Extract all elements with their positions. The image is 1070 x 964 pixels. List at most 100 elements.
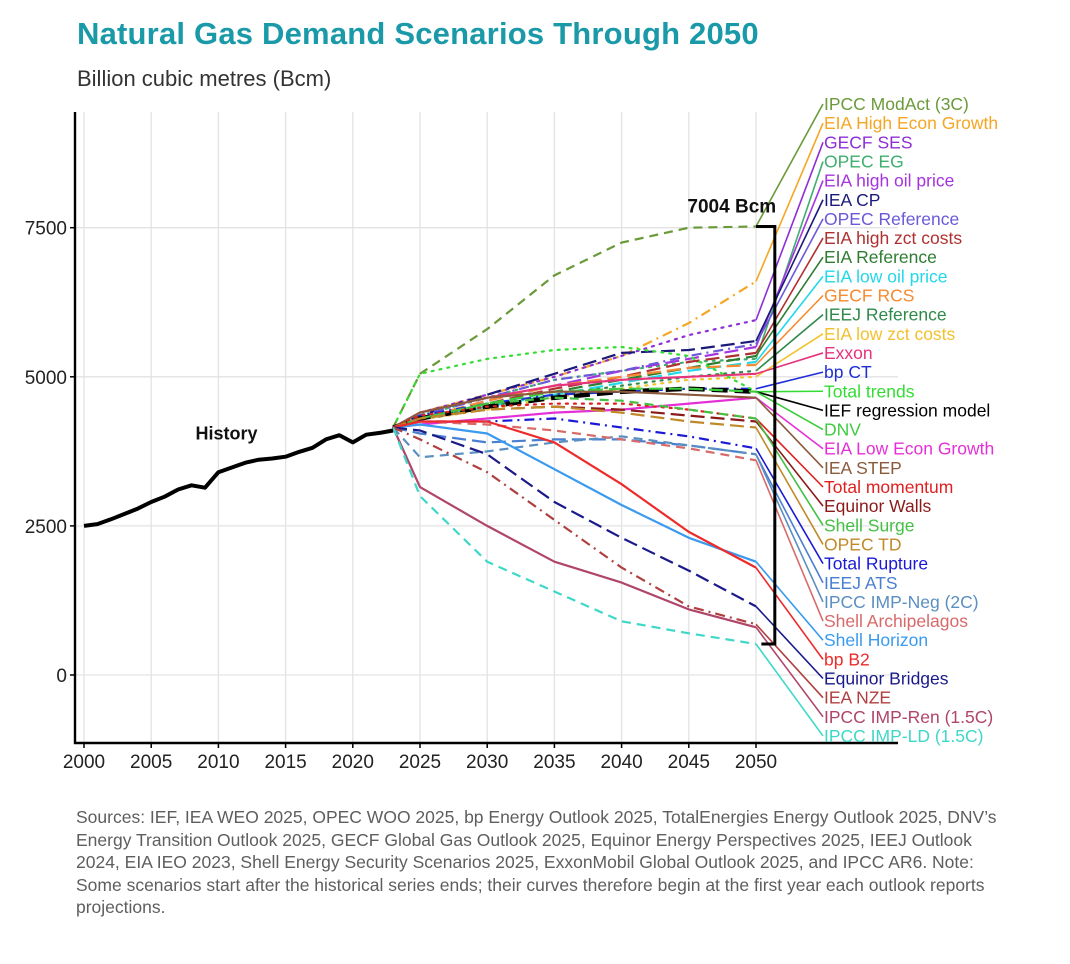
series-label: EIA High Econ Growth	[824, 113, 998, 133]
label-connector	[755, 605, 824, 680]
series-label: IPCC ModAct (3C)	[824, 94, 969, 114]
series-label: Shell Archipelagos	[824, 611, 968, 631]
label-connector	[755, 626, 824, 718]
series-line	[392, 426, 757, 608]
series-label: bp CT	[824, 362, 872, 382]
series-label: GECF RCS	[824, 286, 914, 306]
series-label: EIA Low Econ Growth	[824, 439, 994, 459]
y-tick-label: 5000	[25, 368, 67, 389]
series-label: IEEJ ATS	[824, 573, 898, 593]
y-tick-label: 0	[56, 666, 67, 687]
label-connector	[755, 122, 824, 282]
series-label: bp B2	[824, 649, 870, 669]
series-label: IPCC IMP-Neg (2C)	[824, 592, 979, 612]
label-connector	[755, 417, 824, 488]
label-connector	[755, 567, 824, 660]
y-tick-label: 2500	[25, 517, 67, 538]
series-label: Total momentum	[824, 477, 953, 497]
x-tick-label: 2005	[130, 752, 172, 773]
label-connector	[755, 447, 824, 565]
series-label: EIA low oil price	[824, 266, 948, 286]
label-connector	[755, 199, 824, 342]
series-lines	[83, 225, 758, 646]
series-line	[392, 427, 757, 629]
annotations: History 7004 Bcm	[196, 197, 777, 646]
label-connector	[755, 623, 824, 699]
series-label: Total trends	[824, 381, 915, 401]
series-label: Shell Horizon	[824, 630, 928, 650]
label-connector	[755, 643, 824, 737]
label-connector	[755, 397, 824, 469]
series-label: Equinor Bridges	[824, 669, 949, 689]
series-label: EIA Reference	[824, 247, 937, 267]
x-tick-label: 2050	[735, 752, 777, 773]
series-labels: IPCC ModAct (3C)EIA High Econ GrowthGECF…	[824, 94, 998, 746]
x-tick-label: 2015	[264, 752, 306, 773]
series-label: IEA STEP	[824, 458, 902, 478]
history-line	[83, 428, 394, 528]
x-tick-label: 2030	[466, 752, 508, 773]
label-connector	[755, 390, 824, 412]
series-label: IEA CP	[824, 190, 880, 210]
label-connector	[755, 103, 824, 227]
series-label: Exxon	[824, 343, 873, 363]
label-connector	[755, 256, 824, 357]
chart-title: Natural Gas Demand Scenarios Through 205…	[77, 16, 759, 51]
label-connector	[755, 459, 824, 622]
series-line	[392, 405, 757, 429]
axes: 0 2500 5000 7500 2000 2005 2010 2015 2020 2025 203…	[25, 112, 898, 773]
label-connector	[755, 161, 824, 360]
label-connector	[755, 218, 824, 345]
label-connector	[755, 371, 824, 390]
series-label: Shell Surge	[824, 515, 914, 535]
series-line	[392, 405, 757, 429]
series-line	[392, 420, 757, 569]
series-label: IEEJ Reference	[824, 305, 947, 325]
sources-note: Sources: IEF, IEA WEO 2025, OPEC WOO 202…	[76, 807, 997, 917]
series-label: OPEC Reference	[824, 209, 959, 229]
label-connector	[755, 237, 824, 354]
series-label: EIA high oil price	[824, 171, 954, 191]
series-line	[392, 423, 757, 563]
label-connector	[755, 352, 824, 375]
label-connector	[755, 454, 824, 603]
x-tick-label: 2035	[533, 752, 575, 773]
x-tick-label: 2045	[668, 752, 710, 773]
label-connector	[755, 391, 824, 431]
x-tick-label: 2010	[197, 752, 239, 773]
series-label: OPEC EG	[824, 151, 904, 171]
label-connector	[755, 275, 824, 363]
series-label: IPCC IMP-Ren (1.5C)	[824, 707, 993, 727]
label-connector	[755, 427, 824, 545]
series-label: EIA high zct costs	[824, 228, 962, 248]
x-tick-label: 2000	[63, 752, 105, 773]
series-label: IEF regression model	[824, 400, 990, 420]
series-line	[392, 427, 757, 646]
range-label: 7004 Bcm	[687, 197, 776, 218]
label-connector	[755, 453, 824, 584]
series-label: IPCC IMP-LD (1.5C)	[824, 726, 983, 746]
chart-subtitle: Billion cubic metres (Bcm)	[77, 66, 332, 91]
label-connector	[755, 142, 824, 321]
series-line	[392, 387, 756, 429]
series-line	[392, 390, 757, 429]
series-label: DNV	[824, 420, 861, 440]
series-label: Total Rupture	[824, 554, 928, 574]
x-tick-label: 2025	[399, 752, 441, 773]
series-line	[392, 426, 757, 626]
series-label: IEA NZE	[824, 688, 891, 708]
series-label: OPEC TD	[824, 534, 901, 554]
series-label: GECF SES	[824, 132, 913, 152]
x-tick-label: 2040	[600, 752, 642, 773]
series-line	[392, 225, 757, 428]
y-tick-label: 7500	[25, 219, 67, 240]
series-label: EIA low zct costs	[824, 324, 956, 344]
label-connector	[755, 418, 824, 526]
range-bracket	[756, 225, 777, 646]
x-tick-label: 2020	[332, 752, 374, 773]
series-line	[392, 319, 758, 429]
series-label: Equinor Walls	[824, 496, 932, 516]
label-connector	[755, 314, 824, 372]
series-line	[392, 426, 757, 456]
